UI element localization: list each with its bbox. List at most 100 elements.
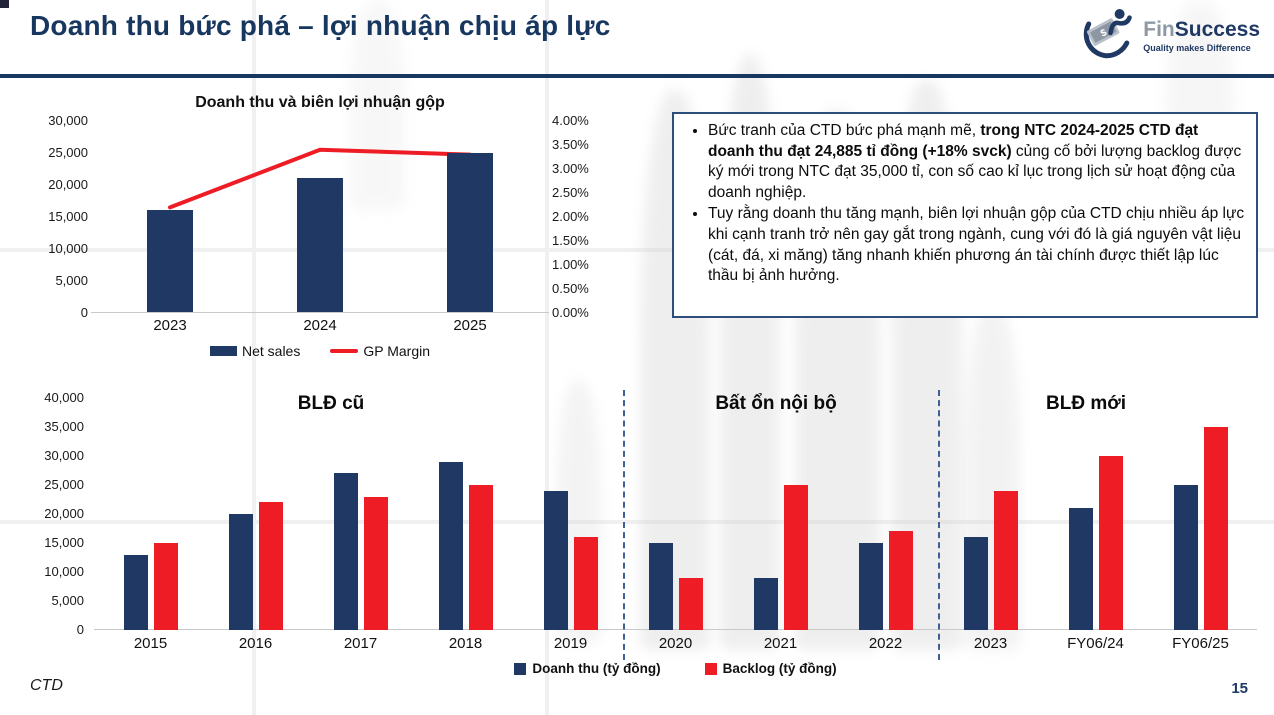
- x-axis-tick-label: 2023: [120, 317, 220, 334]
- net-sales-bar: [147, 210, 193, 312]
- x-axis-tick-label: 2025: [420, 317, 520, 334]
- plot-area: BLĐ cũ Bất ổn nội bộ BLĐ mới: [98, 398, 1253, 630]
- legend-label: Net sales: [242, 343, 300, 359]
- doanh-thu-swatch: [514, 663, 526, 675]
- page-number: 15: [1231, 680, 1248, 697]
- legend-item-net-sales: Net sales: [210, 343, 300, 359]
- legend-item-gp-margin: GP Margin: [330, 343, 430, 359]
- x-axis-tick-label: 2017: [308, 630, 413, 652]
- gp-margin-swatch: [330, 349, 358, 353]
- axis-tick: 30,000: [30, 113, 88, 128]
- axis-tick: 4.00%: [552, 113, 610, 128]
- backlog-bar: [784, 485, 808, 630]
- bar-group: [833, 398, 938, 630]
- legend-item-doanh-thu: Doanh thu (tỷ đồng): [514, 661, 660, 676]
- bar-group: [1043, 398, 1148, 630]
- axis-tick: 15,000: [20, 535, 84, 550]
- x-axis-labels: 2023 2024 2025: [95, 313, 545, 335]
- doanh-thu-bar: [964, 537, 988, 630]
- backlog-swatch: [705, 663, 717, 675]
- x-axis-tick-label: 2019: [518, 630, 623, 652]
- legend-item-backlog: Backlog (tỷ đồng): [705, 661, 837, 676]
- axis-tick: 25,000: [20, 477, 84, 492]
- bullet-2: Tuy rằng doanh thu tăng mạnh, biên lợi n…: [708, 204, 1246, 286]
- history-chart: 40,00035,00030,00025,00020,00015,00010,0…: [20, 386, 1260, 676]
- axis-tick: 0: [30, 305, 88, 320]
- doanh-thu-bar: [544, 491, 568, 630]
- backlog-bar: [364, 497, 388, 630]
- backlog-bar: [259, 502, 283, 630]
- axis-tick: 10,000: [20, 564, 84, 579]
- bar-group: [308, 398, 413, 630]
- axis-tick: 0.50%: [552, 281, 610, 296]
- slide: Doanh thu bức phá – lợi nhuận chịu áp lự…: [0, 0, 1274, 715]
- x-axis-tick-label: 2018: [413, 630, 518, 652]
- bar-group: [413, 398, 518, 630]
- bottom-chart-legend: Doanh thu (tỷ đồng) Backlog (tỷ đồng): [98, 661, 1253, 676]
- x-axis-labels: 201520162017201820192020202120222023FY06…: [98, 630, 1253, 652]
- finsuccess-logo-icon: $: [1077, 4, 1135, 67]
- x-axis-tick-label: FY06/25: [1148, 630, 1253, 652]
- page-title: Doanh thu bức phá – lợi nhuận chịu áp lự…: [30, 10, 610, 42]
- x-axis-tick-label: FY06/24: [1043, 630, 1148, 652]
- commentary-box: Bức tranh của CTD bức phá mạnh mẽ, trong…: [672, 112, 1258, 318]
- x-axis-tick-label: 2021: [728, 630, 833, 652]
- axis-tick: 10,000: [30, 241, 88, 256]
- bar-group: [938, 398, 1043, 630]
- backlog-bar: [574, 537, 598, 630]
- axis-tick: 2.50%: [552, 185, 610, 200]
- backlog-bar: [154, 543, 178, 630]
- title-divider: [0, 74, 1274, 78]
- axis-tick: 3.50%: [552, 137, 610, 152]
- backlog-bar: [469, 485, 493, 630]
- backlog-bar: [889, 531, 913, 630]
- plot-area: [95, 121, 545, 313]
- backlog-bar: [994, 491, 1018, 630]
- bar-group: [623, 398, 728, 630]
- axis-tick: 20,000: [20, 506, 84, 521]
- x-axis-tick-label: 2016: [203, 630, 308, 652]
- bar-group: [518, 398, 623, 630]
- doanh-thu-bar: [439, 462, 463, 630]
- left-axis-ticks: 30,00025,00020,00015,00010,0005,0000: [30, 121, 88, 313]
- doanh-thu-bar: [334, 473, 358, 630]
- x-axis-tick-label: 2022: [833, 630, 938, 652]
- doanh-thu-bar: [859, 543, 883, 630]
- bar-group: [728, 398, 833, 630]
- doanh-thu-bar: [649, 543, 673, 630]
- logo-wordmark: FinSuccess: [1143, 19, 1260, 40]
- bar-group: [1148, 398, 1253, 630]
- x-axis-tick-label: 2024: [270, 317, 370, 334]
- chart-title: Doanh thu và biên lợi nhuận gộp: [30, 94, 610, 112]
- backlog-bar: [1204, 427, 1228, 630]
- bullet-1: Bức tranh của CTD bức phá mạnh mẽ, trong…: [708, 121, 1246, 203]
- finsuccess-logo: $ FinSuccess Quality makes Difference: [1077, 4, 1260, 67]
- revenue-margin-chart: Doanh thu và biên lợi nhuận gộp 30,000 25…: [30, 94, 610, 359]
- x-axis-tick-label: 2023: [938, 630, 1043, 652]
- legend-label: Doanh thu (tỷ đồng): [532, 661, 660, 676]
- axis-tick: 5,000: [30, 273, 88, 288]
- logo-tagline: Quality makes Difference: [1143, 43, 1260, 53]
- doanh-thu-bar: [124, 555, 148, 630]
- backlog-bar: [1099, 456, 1123, 630]
- axis-tick: 15,000: [30, 209, 88, 224]
- bar-group: [98, 398, 203, 630]
- ticker-label: CTD: [30, 677, 63, 695]
- axis-tick: 5,000: [20, 593, 84, 608]
- bar-group: [203, 398, 308, 630]
- x-axis-tick-label: 2015: [98, 630, 203, 652]
- axis-tick: 25,000: [30, 145, 88, 160]
- doanh-thu-bar: [754, 578, 778, 630]
- axis-tick: 0.00%: [552, 305, 610, 320]
- legend-label: Backlog (tỷ đồng): [723, 661, 837, 676]
- doanh-thu-bar: [1069, 508, 1093, 630]
- axis-tick: 0: [20, 622, 84, 637]
- doanh-thu-bar: [229, 514, 253, 630]
- axis-tick: 35,000: [20, 419, 84, 434]
- axis-tick: 1.00%: [552, 257, 610, 272]
- axis-tick: 3.00%: [552, 161, 610, 176]
- net-sales-bar: [297, 178, 343, 312]
- axis-tick: 40,000: [20, 390, 84, 405]
- axis-tick: 2.00%: [552, 209, 610, 224]
- y-axis-ticks: 40,00035,00030,00025,00020,00015,00010,0…: [20, 398, 84, 630]
